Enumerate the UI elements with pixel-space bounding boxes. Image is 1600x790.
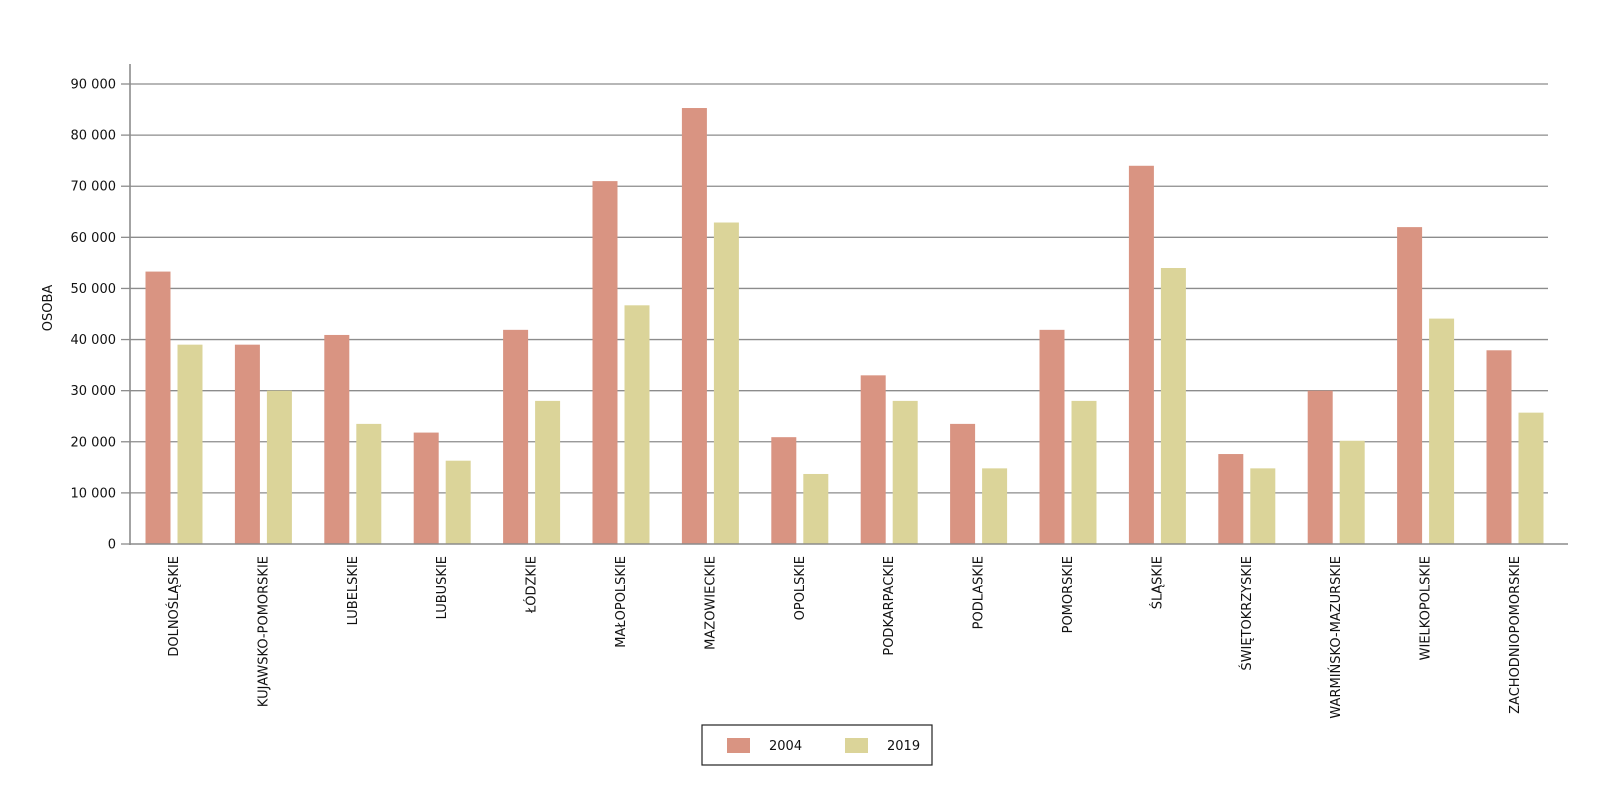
axes — [129, 64, 1568, 545]
y-tick-label: 0 — [108, 538, 116, 553]
y-tick-label: 30 000 — [71, 384, 117, 399]
bar-2019 — [624, 305, 650, 544]
x-category-label: DOLNOŚLĄSKIE — [166, 556, 182, 657]
bar-2019 — [1429, 318, 1455, 544]
y-tick-label: 50 000 — [71, 282, 117, 297]
x-category-label: ŚWIĘTOKRZYSKIE — [1239, 556, 1255, 671]
bar-2004 — [234, 344, 260, 544]
y-tick-label: 60 000 — [71, 231, 117, 246]
bar-2019 — [445, 460, 471, 544]
y-tick-label: 10 000 — [71, 486, 117, 501]
x-category-label: ZACHODNIOPOMORSKIE — [1508, 556, 1523, 714]
x-category-label: PODKARPACKIE — [882, 556, 897, 656]
bar-2019 — [356, 423, 382, 544]
bar-2019 — [803, 473, 829, 544]
bar-2004 — [324, 334, 350, 544]
bar-2019 — [535, 400, 561, 544]
bar-2004 — [860, 375, 886, 544]
bars — [145, 108, 1544, 545]
bar-2019 — [982, 468, 1008, 544]
bar-2019 — [892, 400, 918, 544]
x-category-label: WARMIŃSKO-MAZURSKIE — [1328, 556, 1344, 719]
x-category-label: MAŁOPOLSKIE — [614, 556, 629, 648]
x-category-label: ŚLĄSKIE — [1149, 556, 1165, 609]
x-category-label: MAZOWIECKIE — [703, 556, 718, 650]
bar-2004 — [681, 108, 707, 545]
y-tick-label: 20 000 — [71, 435, 117, 450]
bar-2019 — [713, 222, 739, 544]
x-category-label: KUJAWSKO-POMORSKIE — [256, 556, 271, 707]
bar-2004 — [1128, 165, 1154, 544]
bar-2004 — [592, 181, 618, 544]
y-axis-label: OSOBA — [41, 285, 56, 332]
bar-2004 — [771, 437, 797, 544]
bar-2004 — [503, 329, 529, 544]
bar-2004 — [1218, 454, 1244, 544]
legend: 2004 2019 — [701, 724, 933, 766]
y-axis-ticks: 0 10 000 20 000 30 000 40 000 50 000 60 000 70 … — [71, 78, 130, 553]
bar-2004 — [1039, 329, 1065, 544]
bar-2019 — [1071, 400, 1097, 544]
bar-2004 — [145, 271, 171, 544]
bar-2004 — [1486, 350, 1512, 544]
y-tick-label: 80 000 — [71, 129, 117, 144]
y-tick-label: 40 000 — [71, 333, 117, 348]
bar-2019 — [1518, 412, 1544, 544]
legend-label-2019: 2019 — [887, 739, 920, 754]
y-tick-label: 90 000 — [71, 78, 117, 93]
x-category-label: LUBUSKIE — [435, 556, 450, 619]
x-category-label: ŁÓDZKIE — [524, 556, 540, 614]
x-category-label: PODLASKIE — [972, 556, 987, 629]
bar-2004 — [950, 423, 976, 544]
bar-2004 — [1307, 390, 1333, 544]
legend-swatch-2019 — [845, 738, 868, 753]
bar-2019 — [1160, 268, 1186, 544]
legend-swatch-2004 — [727, 738, 750, 753]
x-category-label: OPOLSKIE — [793, 556, 808, 620]
legend-label-2004: 2004 — [769, 739, 802, 754]
x-category-label: POMORSKIE — [1061, 556, 1076, 633]
x-axis-labels: DOLNOŚLĄSKIE KUJAWSKO-POMORSKIE LUBELSKIE L… — [166, 556, 1523, 719]
y-tick-label: 70 000 — [71, 180, 117, 195]
bar-2004 — [1397, 227, 1423, 544]
bar-2019 — [1339, 440, 1365, 544]
bar-2019 — [177, 344, 203, 544]
bar-2019 — [1250, 468, 1276, 544]
bar-2004 — [413, 432, 439, 544]
x-category-label: WIELKOPOLSKIE — [1419, 556, 1434, 660]
bar-2019 — [266, 390, 292, 544]
x-category-label: LUBELSKIE — [346, 556, 361, 625]
